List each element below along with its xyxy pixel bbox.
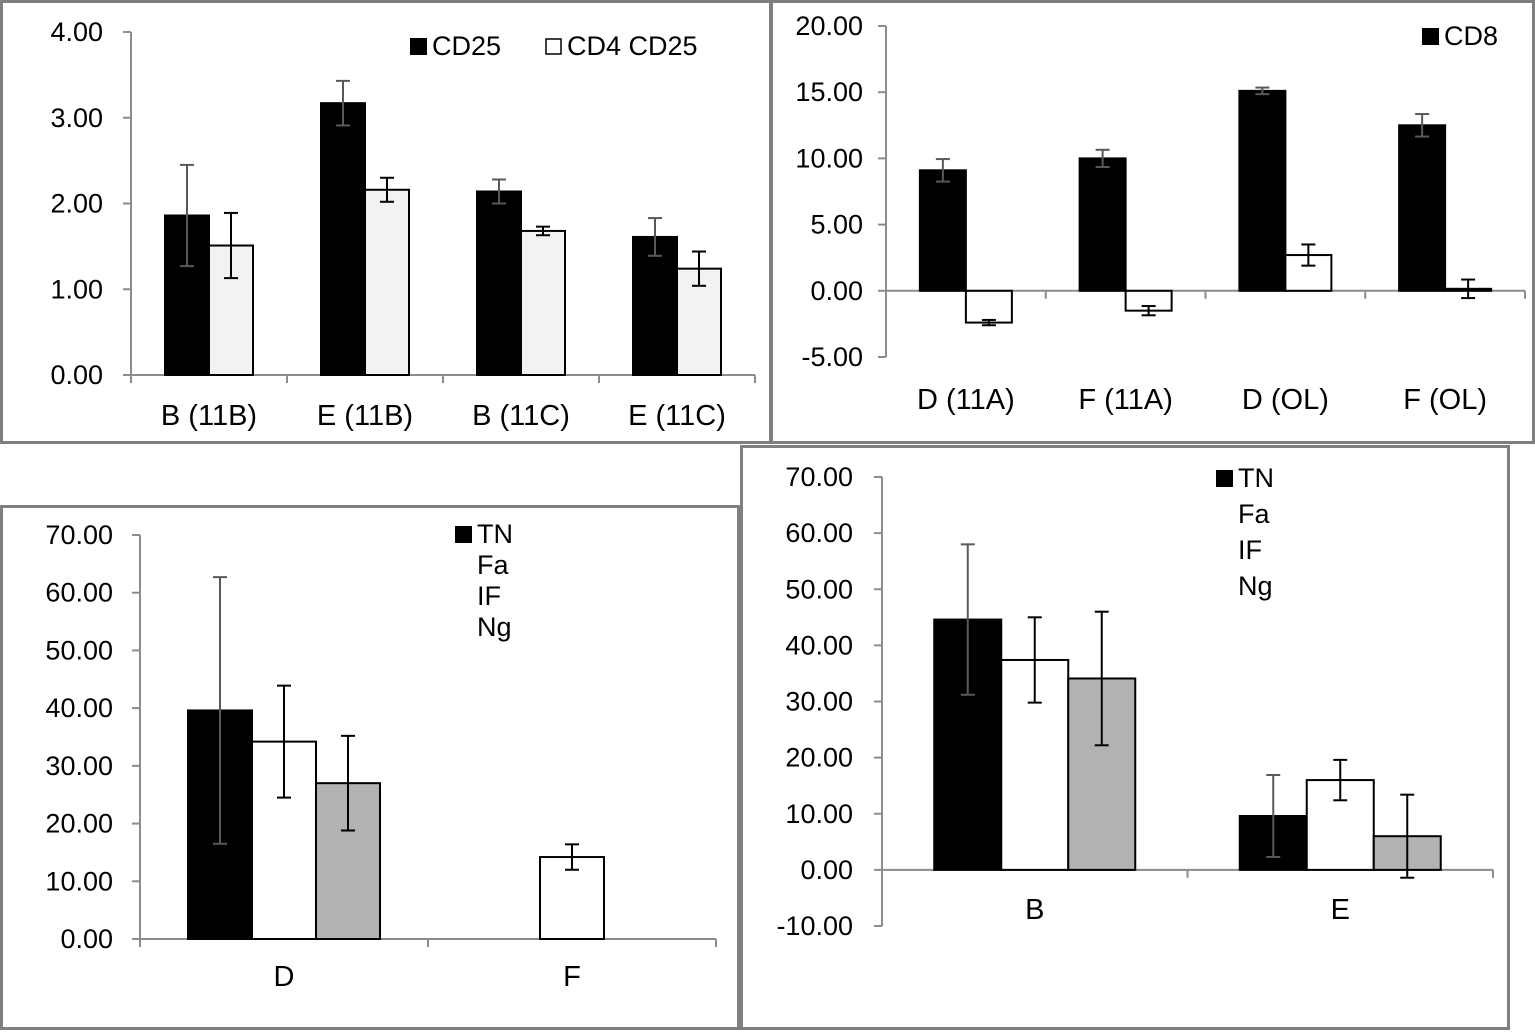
- y-tick-label: 3.00: [50, 103, 103, 133]
- chart-panel-cd25: 0.00 1.00 2.00 3.00 4.00 B (11B) E (11B) B (11C…: [0, 0, 772, 444]
- x-category-label: F (OL): [1403, 384, 1487, 416]
- x-category-label: B: [1025, 894, 1044, 926]
- x-category-label: D: [274, 961, 295, 993]
- y-tick-label: 10.00: [45, 866, 113, 896]
- legend-swatch: [1422, 28, 1439, 45]
- bar-cd8: [918, 169, 967, 292]
- y-tick-label: 5.00: [810, 210, 863, 240]
- y-tick-label: 40.00: [45, 693, 113, 723]
- chart-panel-cd8: -5.00 0.00 5.00 10.00 15.00 20.00 D (11A) F (11…: [770, 0, 1535, 444]
- bar-cd25: [632, 235, 678, 376]
- bar-cd8: [1078, 157, 1127, 292]
- y-tick-label: 20.00: [795, 11, 863, 41]
- x-category-label: D (OL): [1242, 384, 1329, 416]
- legend-label: IF: [1238, 535, 1262, 565]
- bar-cd8: [1398, 124, 1447, 292]
- bar-cd4-cd25: [364, 188, 410, 376]
- legend-label: Fa: [477, 550, 509, 580]
- legend-label: Ng: [1238, 571, 1273, 601]
- x-category-label: B (11C): [472, 400, 570, 432]
- y-tick-label: 10.00: [795, 143, 863, 173]
- y-tick-label: 0.00: [50, 360, 103, 390]
- y-tick-label: 1.00: [50, 274, 103, 304]
- y-tick-label: 70.00: [785, 462, 853, 492]
- legend-swatch: [410, 38, 427, 55]
- chart-panel-b-e: -10.00 0.00 10.00 20.00 30.00 40.00 50.00 60.00…: [740, 445, 1510, 1030]
- legend-label: CD4 CD25: [567, 31, 698, 61]
- x-category-label: E (11C): [628, 400, 726, 432]
- legend-label: Ng: [477, 612, 512, 642]
- y-tick-label: -10.00: [776, 911, 853, 941]
- x-category-label: E (11B): [317, 400, 413, 432]
- legend-swatch: [1216, 470, 1233, 487]
- bar-cd8: [1238, 89, 1287, 292]
- bar-cd25: [476, 190, 522, 376]
- bar-cd4-cd25: [520, 229, 566, 376]
- x-category-label: F: [563, 961, 581, 993]
- y-tick-label: 0.00: [810, 276, 863, 306]
- y-tick-label: 20.00: [45, 809, 113, 839]
- y-tick-label: 60.00: [785, 518, 853, 548]
- bar-cd25: [320, 102, 366, 377]
- y-tick-label: 70.00: [45, 520, 113, 550]
- x-category-label: B (11B): [161, 400, 257, 432]
- chart-cd8-svg: -5.00 0.00 5.00 10.00 15.00 20.00 D (11A) F (11…: [795, 11, 1526, 416]
- legend-label: TN: [1238, 463, 1274, 493]
- legend-label: IF: [477, 581, 501, 611]
- y-tick-label: 0.00: [60, 924, 113, 954]
- y-tick-label: 15.00: [795, 77, 863, 107]
- legend-label: CD25: [432, 31, 501, 61]
- y-tick-label: 4.00: [50, 17, 103, 47]
- y-tick-label: 20.00: [785, 743, 853, 773]
- y-tick-label: 60.00: [45, 578, 113, 608]
- y-tick-label: 30.00: [45, 751, 113, 781]
- x-category-label: F (11A): [1078, 384, 1173, 416]
- y-tick-label: 50.00: [45, 635, 113, 665]
- x-category-label: E: [1331, 894, 1350, 926]
- legend-swatch: [455, 526, 472, 543]
- chart-panel-d-f: 0.00 10.00 20.00 30.00 40.00 50.00 60.00 70.00 D…: [0, 505, 740, 1030]
- chart-d-f-svg: 0.00 10.00 20.00 30.00 40.00 50.00 60.00 70.00 D…: [45, 519, 717, 993]
- chart-cd25-svg: 0.00 1.00 2.00 3.00 4.00 B (11B) E (11B) B (11C…: [50, 17, 756, 432]
- chart-b-e-svg: -10.00 0.00 10.00 20.00 30.00 40.00 50.00 60.00…: [776, 462, 1494, 941]
- y-tick-label: 50.00: [785, 574, 853, 604]
- legend-swatch: [545, 38, 562, 55]
- y-tick-label: 30.00: [785, 687, 853, 717]
- y-tick-label: 10.00: [785, 799, 853, 829]
- legend-label: CD8: [1444, 21, 1498, 51]
- x-category-label: D (11A): [917, 384, 1015, 416]
- y-tick-label: 2.00: [50, 189, 103, 219]
- y-tick-label: 40.00: [785, 630, 853, 660]
- y-tick-label: 0.00: [800, 855, 853, 885]
- y-tick-label: -5.00: [801, 342, 863, 372]
- legend-label: TN: [477, 519, 513, 549]
- legend-label: Fa: [1238, 499, 1270, 529]
- bar-series2: [964, 289, 1013, 324]
